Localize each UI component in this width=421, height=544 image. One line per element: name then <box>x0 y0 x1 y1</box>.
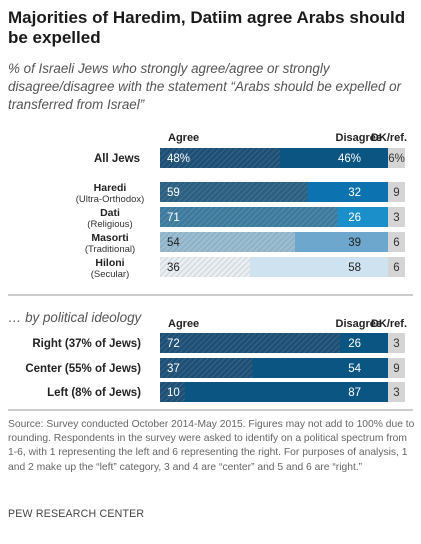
row-label: Hiloni <box>95 257 124 269</box>
bar-agree <box>160 232 295 252</box>
value-dk: 3 <box>393 387 399 399</box>
bar-dk <box>388 333 405 353</box>
bar-disagree <box>185 382 388 402</box>
header-agree: Agree <box>168 318 199 330</box>
bar-agree <box>160 333 340 353</box>
bar-dk <box>388 207 405 227</box>
row-label: Haredi <box>94 182 127 194</box>
bar-agree <box>160 257 250 277</box>
row-label: Dati <box>100 207 120 219</box>
value-disagree: 39 <box>348 237 361 249</box>
value-dk: 9 <box>393 187 399 199</box>
bar-disagree <box>280 148 388 168</box>
bar-dk <box>388 148 405 168</box>
value-agree: 36 <box>167 262 180 274</box>
header-disagree: Disagree <box>336 318 382 330</box>
row-sublabel: (Ultra-Orthodox) <box>76 194 145 205</box>
row-sublabel: (Secular) <box>91 269 130 280</box>
bar-disagree <box>295 232 388 252</box>
row-label: Left (8% of Jews) <box>47 387 141 399</box>
bar-agree <box>160 382 185 402</box>
value-agree: 10 <box>167 387 180 399</box>
value-disagree: 26 <box>348 338 361 350</box>
section-title: … by political ideology <box>8 310 143 325</box>
bar-agree <box>160 148 280 168</box>
bar-agree <box>160 358 253 378</box>
value-disagree: 32 <box>348 187 361 199</box>
bar-disagree <box>250 257 388 277</box>
bar-agree <box>160 207 338 227</box>
header-dk: DK/ref. <box>371 132 407 144</box>
value-disagree: 54 <box>348 363 361 375</box>
value-agree: 71 <box>167 212 180 224</box>
bar-dk <box>388 382 405 402</box>
header-dk: DK/ref. <box>371 318 407 330</box>
bar-dk <box>388 232 405 252</box>
value-disagree: 26 <box>348 212 361 224</box>
value-disagree: 87 <box>348 387 361 399</box>
value-dk: 3 <box>393 212 399 224</box>
value-agree: 59 <box>167 187 180 199</box>
row-label: All Jews <box>94 153 140 165</box>
value-dk: 6% <box>388 153 405 165</box>
bar-disagree <box>337 207 388 227</box>
chart-title: Majorities of Haredim, Datiim agree Arab… <box>8 8 406 47</box>
value-disagree: 46% <box>338 153 361 165</box>
value-agree: 48% <box>167 153 190 165</box>
bar-dk <box>388 257 405 277</box>
value-dk: 3 <box>393 338 399 350</box>
value-dk: 6 <box>393 262 399 274</box>
row-sublabel: (Traditional) <box>85 244 135 255</box>
row-label: Center (55% of Jews) <box>25 363 141 375</box>
value-agree: 54 <box>167 237 180 249</box>
row-label: Masorti <box>91 232 128 244</box>
bar-agree <box>160 182 308 202</box>
value-dk: 9 <box>393 363 399 375</box>
bar-disagree <box>252 358 388 378</box>
value-agree: 37 <box>167 363 180 375</box>
value-disagree: 58 <box>348 262 361 274</box>
header-disagree: Disagree <box>336 132 382 144</box>
bar-disagree <box>307 182 388 202</box>
bar-disagree <box>340 333 388 353</box>
header-agree: Agree <box>168 132 199 144</box>
bar-dk <box>388 182 405 202</box>
value-agree: 72 <box>167 338 180 350</box>
row-sublabel: (Religious) <box>87 219 132 230</box>
value-dk: 6 <box>393 237 399 249</box>
row-label: Right (37% of Jews) <box>32 338 141 350</box>
source-note: Source: Survey conducted October 2014-Ma… <box>8 419 415 473</box>
bar-dk <box>388 358 405 378</box>
pew-credit: PEW RESEARCH CENTER <box>8 508 145 520</box>
chart-subtitle: % of Israeli Jews who strongly agree/agr… <box>8 61 402 112</box>
